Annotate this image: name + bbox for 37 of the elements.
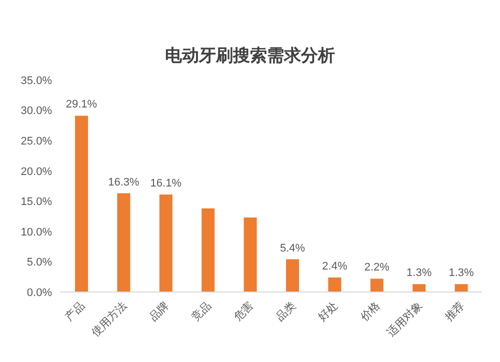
bar <box>412 284 426 292</box>
chart-title: 电动牙刷搜索需求分析 <box>164 45 336 67</box>
y-tick-label: 35.0% <box>20 74 52 87</box>
x-tick-label: 品牌 <box>148 300 172 324</box>
bar <box>328 277 342 292</box>
y-tick-label: 30.0% <box>20 105 52 118</box>
x-tick-label: 竞品 <box>189 298 214 324</box>
data-label: 2.2% <box>364 262 390 274</box>
bar <box>370 278 384 292</box>
y-tick-label: 15.0% <box>20 196 52 208</box>
data-label: 16.1% <box>150 177 182 190</box>
x-tick-label: 推荐 <box>442 298 468 324</box>
y-tick-label: 0.0% <box>26 286 52 299</box>
data-label: 16.3% <box>108 176 140 188</box>
x-tick-label: 好处 <box>316 298 340 324</box>
bar <box>286 259 299 292</box>
x-tick-label: 品类 <box>273 298 298 324</box>
bar <box>202 208 215 292</box>
bar <box>159 194 172 292</box>
y-tick-label: 5.0% <box>26 256 52 269</box>
x-tick-label: 价格 <box>358 300 383 324</box>
y-tick-label: 25.0% <box>20 135 52 148</box>
y-tick-label: 20.0% <box>20 166 52 178</box>
bar <box>117 193 130 292</box>
data-label: 29.1% <box>66 98 98 111</box>
x-tick-label: 危害 <box>231 298 256 324</box>
data-label: 2.4% <box>322 260 348 272</box>
data-label: 5.4% <box>280 242 306 254</box>
y-tick-label: 10.0% <box>20 226 52 238</box>
data-label: 1.3% <box>406 267 432 280</box>
bar <box>454 284 468 292</box>
bar <box>244 217 257 292</box>
bar <box>75 116 88 292</box>
data-label: 1.3% <box>448 267 474 280</box>
x-tick-label: 产品 <box>62 298 88 324</box>
x-tick-label: 适用对象 <box>384 298 425 340</box>
x-tick-label: 使用方法 <box>89 298 130 340</box>
